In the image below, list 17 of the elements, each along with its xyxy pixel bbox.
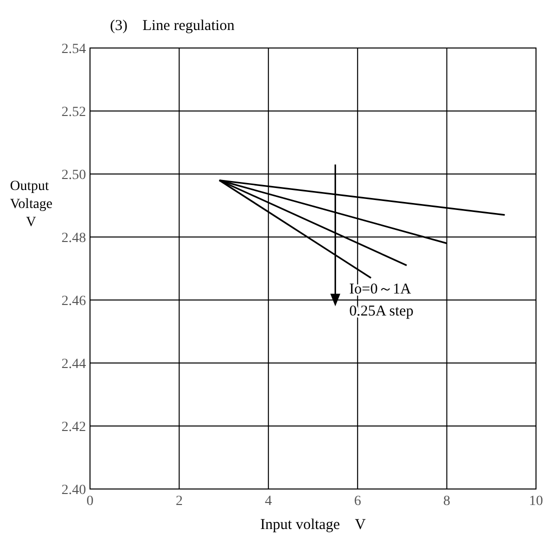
- y-tick-label: 2.42: [62, 420, 86, 435]
- x-tick-label: 8: [443, 494, 450, 509]
- y-tick-label: 2.46: [62, 294, 86, 309]
- x-axis-title: Input voltage V: [260, 517, 366, 533]
- y-axis-title: Output Voltage V: [10, 178, 53, 230]
- y-tick-label: 2.48: [62, 231, 86, 246]
- y-tick-label: 2.50: [62, 168, 86, 183]
- x-tick-label: 6: [354, 494, 362, 509]
- x-tick-label: 10: [529, 494, 543, 509]
- y-tick-label: 2.44: [62, 357, 86, 372]
- y-tick-label: 2.40: [62, 483, 86, 498]
- chart-title: (3) Line regulation: [110, 18, 236, 34]
- y-tick-label: 2.54: [62, 42, 86, 57]
- x-tick-label: 4: [264, 494, 272, 509]
- x-tick-label: 0: [86, 494, 94, 509]
- x-tick-label: 2: [176, 494, 183, 509]
- y-tick-label: 2.52: [62, 105, 86, 120]
